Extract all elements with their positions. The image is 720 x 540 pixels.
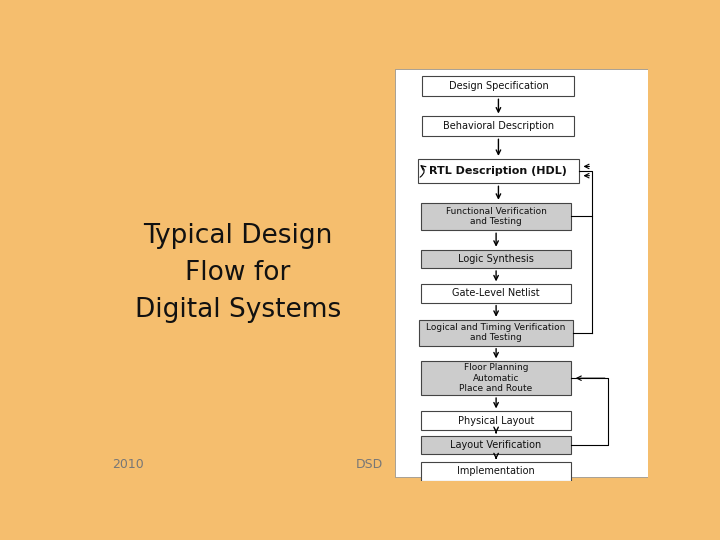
Text: Behavioral Description: Behavioral Description <box>443 122 554 131</box>
Text: Design Specification: Design Specification <box>449 82 549 91</box>
Bar <box>421 202 571 231</box>
Text: Gate-Level Netlist: Gate-Level Netlist <box>452 288 540 299</box>
Bar <box>423 76 575 96</box>
Text: Logic Synthesis: Logic Synthesis <box>458 254 534 264</box>
Text: Floor Planning
Automatic
Place and Route: Floor Planning Automatic Place and Route <box>459 363 533 393</box>
Bar <box>418 159 579 184</box>
Bar <box>421 411 571 430</box>
Text: Layout Verification: Layout Verification <box>451 440 541 450</box>
Text: Physical Layout: Physical Layout <box>458 416 534 426</box>
Bar <box>395 69 648 477</box>
Text: Typical Design
Flow for
Digital Systems: Typical Design Flow for Digital Systems <box>135 222 341 323</box>
Text: 2010: 2010 <box>112 458 144 471</box>
Bar <box>421 436 571 455</box>
Bar <box>421 284 571 303</box>
Bar <box>421 462 571 481</box>
Bar <box>419 320 573 346</box>
Bar <box>423 117 575 137</box>
Bar <box>421 361 571 395</box>
Text: DSD: DSD <box>356 458 382 471</box>
Text: RTL Description (HDL): RTL Description (HDL) <box>430 166 567 176</box>
Text: Functional Verification
and Testing: Functional Verification and Testing <box>446 207 546 226</box>
Text: Logical and Timing Verification
and Testing: Logical and Timing Verification and Test… <box>426 323 566 342</box>
Bar <box>421 249 571 268</box>
Text: Implementation: Implementation <box>457 467 535 476</box>
